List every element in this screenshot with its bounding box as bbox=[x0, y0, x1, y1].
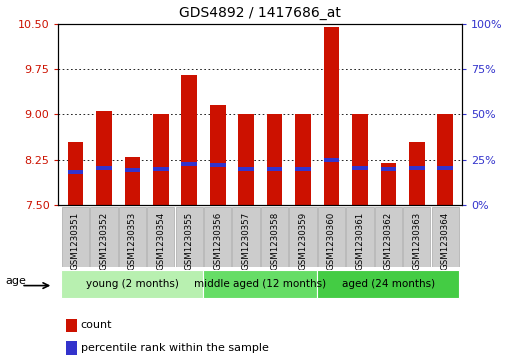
Bar bbox=[124, 157, 140, 205]
Text: GSM1230364: GSM1230364 bbox=[441, 212, 450, 270]
Text: percentile rank within the sample: percentile rank within the sample bbox=[81, 343, 269, 353]
Text: GSM1230362: GSM1230362 bbox=[384, 212, 393, 270]
Bar bbox=[233, 207, 260, 267]
Text: GSM1230352: GSM1230352 bbox=[100, 212, 108, 270]
Bar bbox=[437, 166, 453, 170]
Bar bbox=[324, 158, 339, 162]
Text: GSM1230351: GSM1230351 bbox=[71, 212, 80, 270]
Bar bbox=[238, 167, 254, 171]
Bar bbox=[437, 114, 453, 205]
Bar bbox=[67, 319, 77, 332]
Text: young (2 months): young (2 months) bbox=[86, 279, 179, 289]
Bar bbox=[210, 163, 226, 167]
Bar bbox=[409, 166, 425, 170]
Bar bbox=[96, 166, 112, 170]
Bar bbox=[267, 114, 282, 205]
Bar bbox=[375, 207, 402, 267]
Bar bbox=[352, 166, 368, 170]
Bar bbox=[403, 207, 430, 267]
Text: GSM1230361: GSM1230361 bbox=[356, 212, 364, 270]
Bar bbox=[67, 342, 77, 355]
Text: aged (24 months): aged (24 months) bbox=[342, 279, 435, 289]
Bar bbox=[204, 207, 231, 267]
Text: GSM1230354: GSM1230354 bbox=[156, 212, 165, 270]
Bar bbox=[352, 114, 368, 205]
Text: GSM1230358: GSM1230358 bbox=[270, 212, 279, 270]
Bar bbox=[295, 167, 311, 171]
Bar bbox=[267, 167, 282, 171]
Bar bbox=[204, 270, 317, 298]
Bar bbox=[90, 207, 117, 267]
Text: GSM1230363: GSM1230363 bbox=[412, 212, 421, 270]
Text: middle aged (12 months): middle aged (12 months) bbox=[194, 279, 327, 289]
Bar bbox=[290, 207, 316, 267]
Bar bbox=[295, 114, 311, 205]
Bar bbox=[210, 105, 226, 205]
Bar bbox=[153, 114, 169, 205]
Bar bbox=[147, 207, 174, 267]
Text: GSM1230359: GSM1230359 bbox=[299, 212, 307, 270]
Bar bbox=[153, 167, 169, 171]
Bar bbox=[261, 207, 288, 267]
Text: GSM1230356: GSM1230356 bbox=[213, 212, 222, 270]
Bar bbox=[119, 207, 146, 267]
Bar bbox=[380, 167, 396, 171]
Bar bbox=[181, 75, 197, 205]
Text: GSM1230355: GSM1230355 bbox=[185, 212, 194, 270]
Bar bbox=[238, 114, 254, 205]
Bar bbox=[318, 207, 345, 267]
Text: GSM1230357: GSM1230357 bbox=[242, 212, 250, 270]
Bar bbox=[181, 162, 197, 166]
Title: GDS4892 / 1417686_at: GDS4892 / 1417686_at bbox=[179, 6, 341, 20]
Bar bbox=[432, 207, 459, 267]
Text: age: age bbox=[5, 276, 26, 286]
Bar bbox=[346, 207, 373, 267]
Bar bbox=[62, 207, 89, 267]
Bar bbox=[409, 142, 425, 205]
Bar bbox=[124, 168, 140, 172]
Bar bbox=[324, 26, 339, 205]
Bar bbox=[68, 170, 83, 174]
Bar bbox=[68, 142, 83, 205]
Bar bbox=[96, 111, 112, 205]
Text: GSM1230360: GSM1230360 bbox=[327, 212, 336, 270]
Bar bbox=[380, 163, 396, 205]
Text: count: count bbox=[81, 321, 112, 330]
Bar bbox=[61, 270, 204, 298]
Text: GSM1230353: GSM1230353 bbox=[128, 212, 137, 270]
Bar bbox=[176, 207, 203, 267]
Bar bbox=[317, 270, 459, 298]
